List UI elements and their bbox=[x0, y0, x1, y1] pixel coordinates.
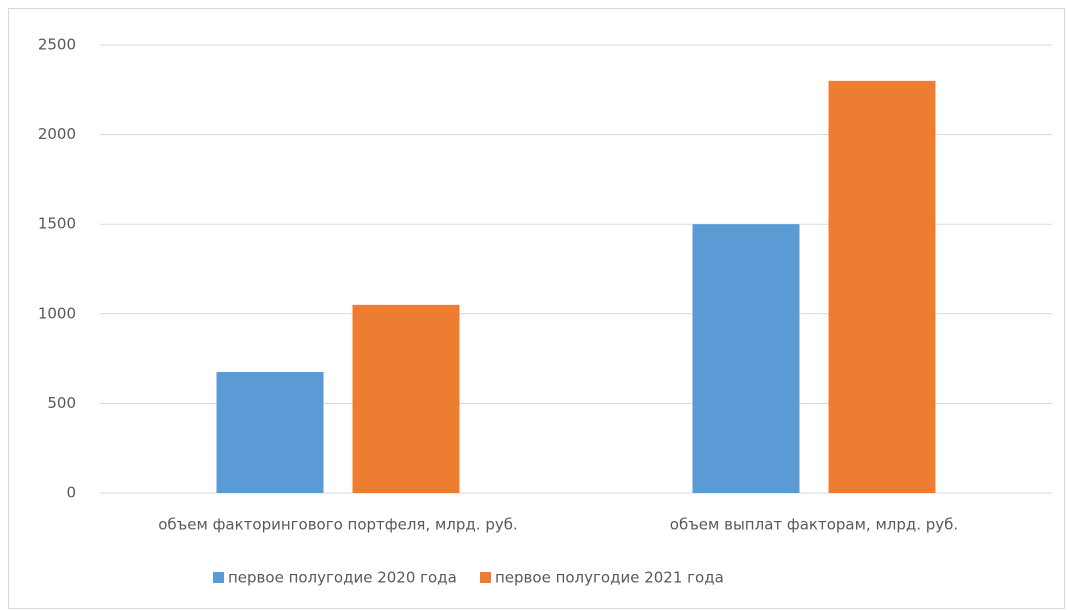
y-tick-label: 2500 bbox=[38, 36, 76, 54]
bar bbox=[828, 80, 936, 493]
legend-label: первое полугодие 2021 года bbox=[495, 569, 724, 587]
bar bbox=[692, 224, 800, 493]
y-tick-label: 500 bbox=[47, 394, 76, 412]
y-tick-label: 1500 bbox=[38, 215, 76, 233]
y-tick-label: 2000 bbox=[38, 125, 76, 143]
legend-swatch bbox=[213, 572, 224, 583]
x-tick-label: объем выплат факторам, млрд. руб. bbox=[670, 516, 958, 534]
y-tick-label: 0 bbox=[66, 484, 76, 502]
x-tick-label: объем факторингового портфеля, млрд. руб… bbox=[158, 516, 518, 534]
bar bbox=[216, 372, 324, 493]
legend-label: первое полугодие 2020 года bbox=[228, 569, 457, 587]
y-tick-label: 1000 bbox=[38, 304, 76, 322]
legend-swatch bbox=[480, 572, 491, 583]
bar bbox=[352, 304, 460, 493]
